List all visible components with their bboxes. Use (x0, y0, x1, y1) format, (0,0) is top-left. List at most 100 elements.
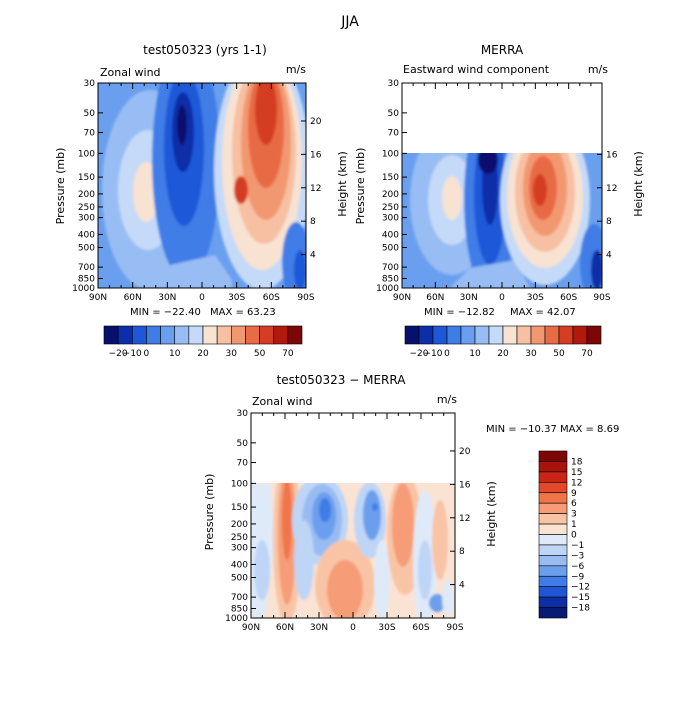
colorbar-swatch (538, 450, 568, 462)
x-tick-label: 60S (263, 293, 280, 303)
units-label: m/s (588, 63, 608, 76)
y-tick-label: 50 (237, 439, 249, 449)
field-label: Zonal wind (252, 395, 313, 408)
y2-tick-label: 4 (606, 251, 612, 261)
y-tick-label: 100 (78, 149, 95, 159)
colorbar-swatch (538, 565, 568, 577)
colorbar-swatch (160, 325, 176, 345)
y-axis-label: Pressure (mb) (203, 474, 216, 551)
x-tick-label: 30S (527, 293, 544, 303)
y2-tick-label: 8 (459, 547, 465, 557)
colorbar-swatch (538, 492, 568, 504)
y2-tick-label: 20 (310, 117, 322, 127)
y-tick-label: 300 (382, 214, 399, 224)
y-tick-label: 100 (231, 479, 248, 489)
y2-tick-label: 8 (606, 217, 612, 227)
y-tick-label: 400 (78, 230, 95, 240)
colorbar-swatch (538, 523, 568, 535)
colorbar-swatch (544, 325, 560, 345)
y-tick-label: 700 (382, 263, 399, 273)
colorbar-swatch (174, 325, 190, 345)
colorbar-label: 1 (571, 520, 577, 530)
colorbar-label: 3 (571, 510, 577, 520)
colorbar-label: 10 (469, 349, 481, 359)
colorbar-swatch (230, 325, 246, 345)
contour-field (402, 153, 602, 288)
x-tick-label: 60S (412, 623, 429, 633)
colorbar-label: 0 (571, 531, 577, 541)
min-stat: MIN = −12.82 (424, 307, 495, 318)
colorbar-label: 0 (444, 349, 450, 359)
x-tick-label: 30S (378, 623, 395, 633)
colorbar-label: −15 (571, 593, 590, 603)
x-tick-label: 30S (228, 293, 245, 303)
colorbar-swatch (538, 586, 568, 598)
y-tick-label: 70 (237, 459, 249, 469)
y-tick-label: 250 (78, 203, 95, 213)
y-tick-label: 400 (382, 230, 399, 240)
colorbar: −20−10 0 10 20 30 50 70 (103, 325, 303, 359)
colorbar-swatch (146, 325, 161, 345)
colorbar-label: 15 (571, 468, 582, 478)
colorbar-label: 20 (497, 349, 509, 359)
x-tick-label: 30N (310, 623, 328, 633)
y-tick-label: 850 (382, 274, 399, 284)
colorbar-swatch (538, 607, 568, 619)
colorbar-swatch (538, 555, 568, 567)
y-tick-label: 30 (237, 409, 249, 419)
colorbar-swatch (516, 325, 532, 345)
x-tick-label: 90N (242, 623, 260, 633)
min-stat: MIN = −22.40 (130, 307, 201, 318)
x-tick-label: 90S (297, 293, 314, 303)
units-label: m/s (437, 393, 457, 406)
y-tick-label: 200 (78, 190, 95, 200)
colorbar-label: 50 (254, 349, 266, 359)
colorbar: −20−10 0 10 20 30 50 70 (404, 325, 602, 359)
y-tick-label: 250 (231, 533, 248, 543)
y2-tick-label: 12 (310, 184, 321, 194)
colorbar-label: −3 (571, 551, 584, 561)
colorbar-swatch (538, 482, 568, 494)
y-tick-label: 30 (388, 79, 400, 89)
y-tick-label: 100 (382, 149, 399, 159)
colorbar-swatch (538, 471, 568, 483)
colorbar-label: 30 (525, 349, 537, 359)
colorbar-label: −18 (571, 604, 590, 614)
y-tick-label: 400 (231, 560, 248, 570)
colorbar-label: −1 (571, 541, 584, 551)
colorbar-swatch (404, 325, 420, 345)
colorbar-swatch (259, 325, 275, 345)
field-label: Eastward wind component (403, 63, 550, 76)
colorbar-swatch (418, 325, 434, 345)
y-tick-label: 850 (78, 274, 95, 284)
colorbar-swatch (488, 325, 504, 345)
y-tick-label: 500 (78, 243, 95, 253)
max-stat: MAX = 63.23 (210, 307, 276, 318)
panel-title: test050323 (yrs 1-1) (143, 43, 267, 57)
colorbar-swatch (216, 325, 232, 345)
y-tick-label: 150 (382, 173, 399, 183)
y2-tick-label: 4 (310, 251, 316, 261)
y-tick-label: 1000 (72, 284, 95, 294)
colorbar-swatch (460, 325, 476, 345)
colorbar-swatch (245, 325, 260, 345)
colorbar-label: 70 (282, 349, 294, 359)
colorbar-swatch (131, 325, 147, 345)
y-tick-label: 70 (84, 129, 96, 139)
y-tick-label: 200 (231, 520, 248, 530)
x-tick-label: 0 (350, 623, 356, 633)
y-tick-label: 850 (231, 604, 248, 614)
colorbar-label: 70 (581, 349, 593, 359)
colorbar-label: −10 (123, 349, 142, 359)
colorbar-swatch (586, 325, 602, 345)
x-tick-label: 60S (560, 293, 577, 303)
x-tick-label: 0 (499, 293, 505, 303)
colorbar-swatch (273, 325, 289, 345)
contour-field (98, 83, 306, 288)
colorbar-swatch (530, 325, 546, 345)
colorbar-label: −10 (424, 349, 443, 359)
y-tick-label: 500 (382, 243, 399, 253)
minmax-stat: MIN = −10.37 MAX = 8.69 (486, 424, 619, 435)
y2-axis-label: Height (km) (336, 151, 349, 217)
